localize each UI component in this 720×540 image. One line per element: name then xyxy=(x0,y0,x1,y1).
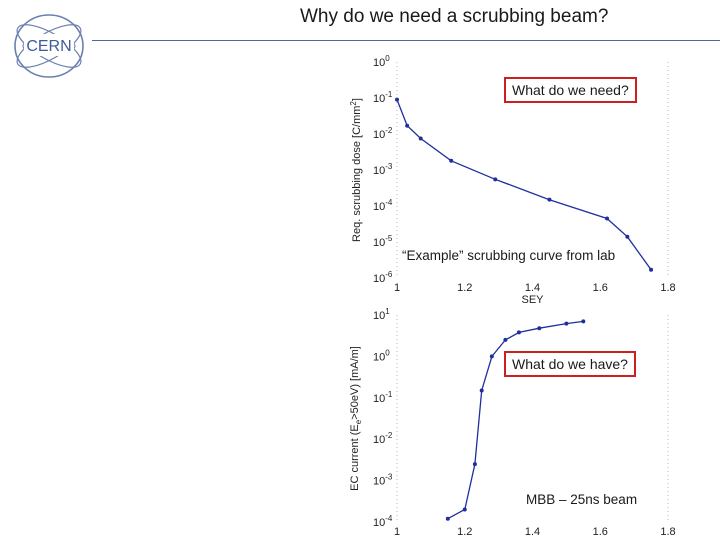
x-tick-label: 1.8 xyxy=(660,282,675,294)
x-tick-label: 1 xyxy=(394,282,400,294)
x-tick-label: 1.6 xyxy=(593,526,608,538)
y-tick-label: 10-4 xyxy=(373,198,393,213)
data-point xyxy=(503,337,508,342)
data-point xyxy=(581,319,586,324)
chart-1: 10-6 10-5 10-4 10-3 10-2 10-1 100 1 1.2 1.4 1.6 1.8… xyxy=(349,54,676,306)
y-axis-label: Req. scrubbing dose [C/mm2] xyxy=(349,98,363,242)
x-tick-label: 1.2 xyxy=(457,282,472,294)
y-tick-label: 10-4 xyxy=(373,514,393,529)
data-point xyxy=(564,321,569,326)
x-tick-label: 1 xyxy=(394,526,400,538)
chart-2: 10-4 10-3 10-2 10-1 100 101 1 1.2 1.4 1.6 1.8 EC cu… xyxy=(349,307,676,538)
note-example-curve: “Example” scrubbing curve from lab xyxy=(400,248,618,263)
data-point xyxy=(445,516,450,521)
title-divider xyxy=(92,40,720,41)
data-point xyxy=(462,507,467,512)
y-tick-label: 10-6 xyxy=(373,270,393,285)
data-point xyxy=(449,158,454,163)
data-point xyxy=(605,216,610,221)
data-point xyxy=(625,234,630,239)
y-tick-label: 10-2 xyxy=(373,431,393,446)
y-axis-label: EC current (Ee>50eV) [mA/m] xyxy=(349,346,363,491)
y-tick-label: 10-1 xyxy=(373,90,393,105)
page-title: Why do we need a scrubbing beam? xyxy=(300,6,609,27)
note-beam: MBB – 25ns beam xyxy=(524,492,640,507)
y-tick-label: 10-3 xyxy=(373,162,393,177)
data-point xyxy=(493,177,498,182)
y-tick-label: 101 xyxy=(373,307,390,322)
data-point xyxy=(547,197,552,202)
y-tick-label: 10-5 xyxy=(373,234,393,249)
data-point xyxy=(489,354,494,359)
data-point xyxy=(405,123,410,128)
y-tick-label: 100 xyxy=(373,348,390,363)
x-tick-label: 1.8 xyxy=(660,526,675,538)
data-point xyxy=(418,136,423,141)
x-tick-label: 1.6 xyxy=(593,282,608,294)
y-tick-label: 10-3 xyxy=(373,473,393,488)
callout-have: What do we have? xyxy=(504,351,636,377)
cern-logo: CERN xyxy=(6,6,92,86)
x-tick-label: 1.4 xyxy=(525,282,540,294)
data-point xyxy=(472,462,477,467)
y-tick-label: 10-2 xyxy=(373,126,393,141)
y-tick-label: 10-1 xyxy=(373,390,393,405)
x-tick-label: 1.2 xyxy=(457,526,472,538)
y-tick-label: 100 xyxy=(373,54,390,69)
callout-need: What do we need? xyxy=(504,77,637,103)
data-point xyxy=(649,267,654,272)
data-point xyxy=(395,97,399,102)
x-tick-label: 1.4 xyxy=(525,526,540,538)
cern-logo-text: CERN xyxy=(26,38,71,55)
x-axis-label: SEY xyxy=(521,294,544,306)
data-point xyxy=(537,326,542,331)
data-point xyxy=(479,388,484,393)
series-line xyxy=(447,320,584,520)
data-point xyxy=(516,330,521,335)
series-line xyxy=(396,99,652,271)
